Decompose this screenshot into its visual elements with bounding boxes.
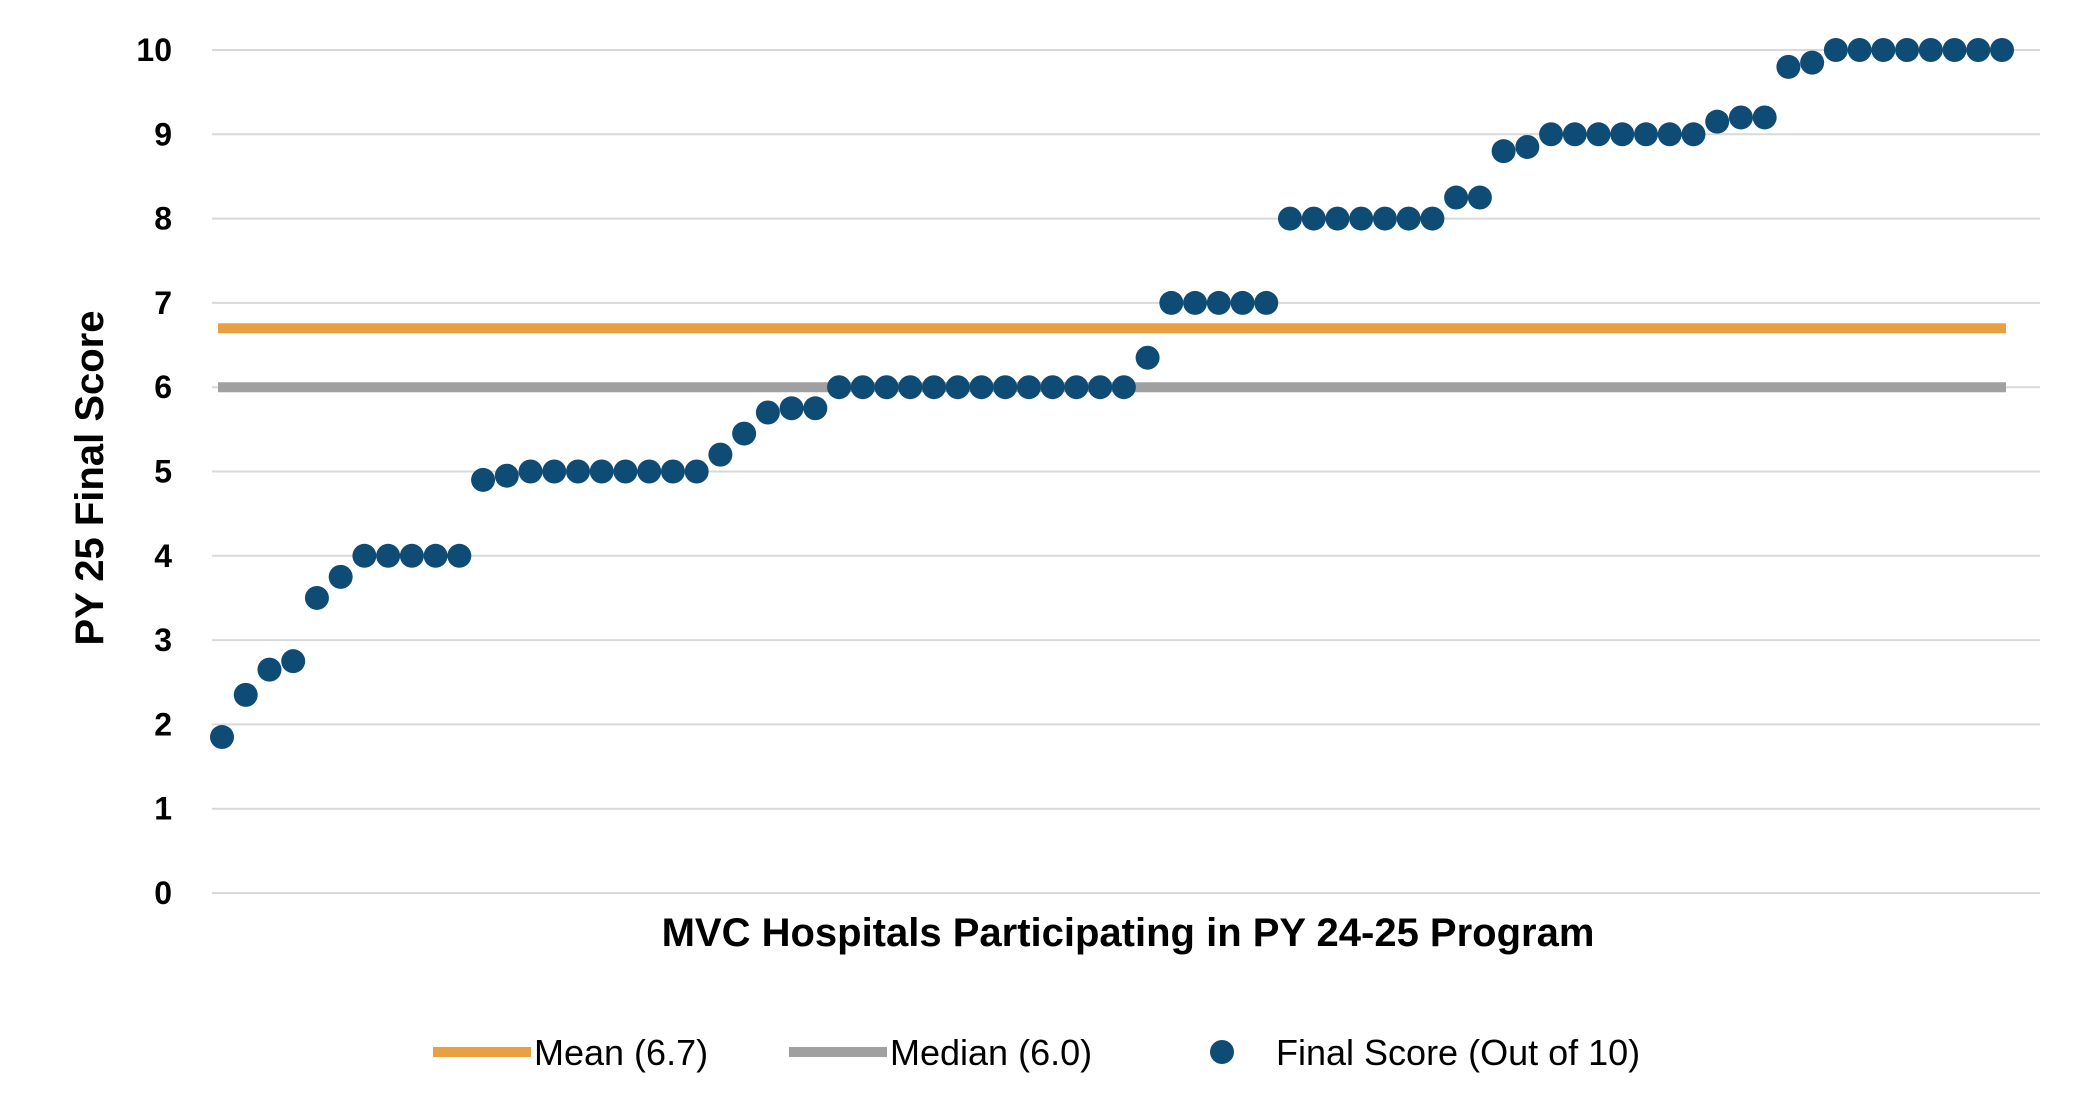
data-point	[779, 396, 804, 421]
data-point	[1467, 185, 1492, 210]
y-tick-label: 7	[154, 285, 172, 321]
data-point	[1634, 122, 1658, 147]
data-point	[1942, 38, 1967, 62]
data-point	[589, 459, 614, 484]
data-point	[637, 459, 662, 484]
data-point	[1372, 206, 1397, 231]
data-point	[1278, 206, 1302, 231]
data-point	[1966, 38, 1991, 62]
data-point	[1800, 50, 1825, 75]
data-point	[1539, 122, 1564, 147]
data-point	[1491, 139, 1516, 164]
data-point	[1088, 375, 1113, 400]
data-point	[803, 396, 828, 421]
y-tick-label: 2	[154, 706, 172, 742]
data-point	[993, 375, 1018, 400]
data-point	[257, 657, 282, 682]
legend-label: Final Score (Out of 10)	[1276, 1032, 1640, 1073]
y-tick-label: 10	[136, 32, 172, 68]
data-point	[708, 442, 733, 467]
data-point	[755, 400, 780, 425]
data-point	[352, 543, 377, 568]
data-point	[660, 459, 685, 484]
data-point	[210, 725, 234, 750]
data-point	[1657, 122, 1682, 147]
data-point	[1752, 105, 1777, 130]
y-tick-label: 1	[154, 791, 172, 827]
data-point	[1016, 375, 1041, 400]
data-point	[1990, 38, 2014, 62]
data-point	[566, 459, 590, 484]
data-point	[613, 459, 638, 484]
data-point	[328, 564, 353, 589]
data-point	[1515, 134, 1540, 159]
data-point	[898, 375, 923, 400]
data-point	[850, 375, 875, 400]
data-point	[376, 543, 401, 568]
data-point	[1420, 206, 1445, 231]
data-point	[1776, 54, 1801, 79]
y-tick-label: 4	[154, 538, 172, 574]
data-point	[542, 459, 567, 484]
data-point	[518, 459, 543, 484]
data-point	[1135, 345, 1160, 370]
data-point	[1349, 206, 1374, 231]
data-points	[210, 38, 2014, 750]
data-point	[1325, 206, 1350, 231]
data-point	[399, 543, 424, 568]
data-point	[1918, 38, 1943, 62]
data-point	[1681, 122, 1706, 147]
data-point	[423, 543, 448, 568]
data-point	[1206, 290, 1231, 315]
data-point	[1728, 105, 1753, 130]
data-point	[1111, 375, 1136, 400]
y-tick-label: 6	[154, 369, 172, 405]
data-point	[827, 375, 852, 400]
data-point	[1705, 109, 1730, 134]
data-point	[874, 375, 899, 400]
data-point	[1301, 206, 1326, 231]
data-point	[1610, 122, 1635, 147]
legend: Mean (6.7) Median (6.0) Final Score (Out o…	[433, 1032, 1640, 1073]
data-point	[1064, 375, 1089, 400]
data-point	[1847, 38, 1872, 62]
y-tick-label: 9	[154, 116, 172, 152]
data-point	[1586, 122, 1611, 147]
y-tick-label: 0	[154, 875, 172, 911]
data-point	[1871, 38, 1896, 62]
data-point	[447, 543, 472, 568]
data-point	[304, 585, 329, 610]
data-point	[969, 375, 994, 400]
data-point	[945, 375, 970, 400]
data-point	[1823, 38, 1848, 62]
data-point	[1396, 206, 1421, 231]
data-point	[233, 682, 258, 707]
data-point	[1895, 38, 1920, 62]
y-tick-label: 3	[154, 622, 172, 658]
legend-label: Mean (6.7)	[534, 1032, 708, 1073]
data-point	[1562, 122, 1587, 147]
legend-swatch	[1210, 1040, 1234, 1064]
data-point	[1230, 290, 1255, 315]
data-point	[494, 463, 519, 488]
y-tick-label: 8	[154, 201, 172, 237]
legend-label: Median (6.0)	[890, 1032, 1092, 1073]
data-point	[684, 459, 709, 484]
y-axis-title: PY 25 Final Score	[68, 311, 112, 646]
data-point	[1254, 290, 1279, 315]
data-point	[922, 375, 946, 400]
data-point	[732, 421, 757, 446]
data-point	[1183, 290, 1208, 315]
data-point	[1159, 290, 1184, 315]
x-axis-title: MVC Hospitals Participating in PY 24-25 …	[662, 911, 1595, 955]
y-tick-label: 5	[154, 454, 172, 490]
y-tick-labels: 0 1 2 3 4 5 6 7 8 9 10	[136, 32, 172, 911]
reference-lines	[218, 323, 2006, 393]
data-point	[471, 467, 496, 492]
data-point	[1444, 185, 1469, 210]
data-point	[1040, 375, 1065, 400]
data-point	[281, 649, 306, 674]
